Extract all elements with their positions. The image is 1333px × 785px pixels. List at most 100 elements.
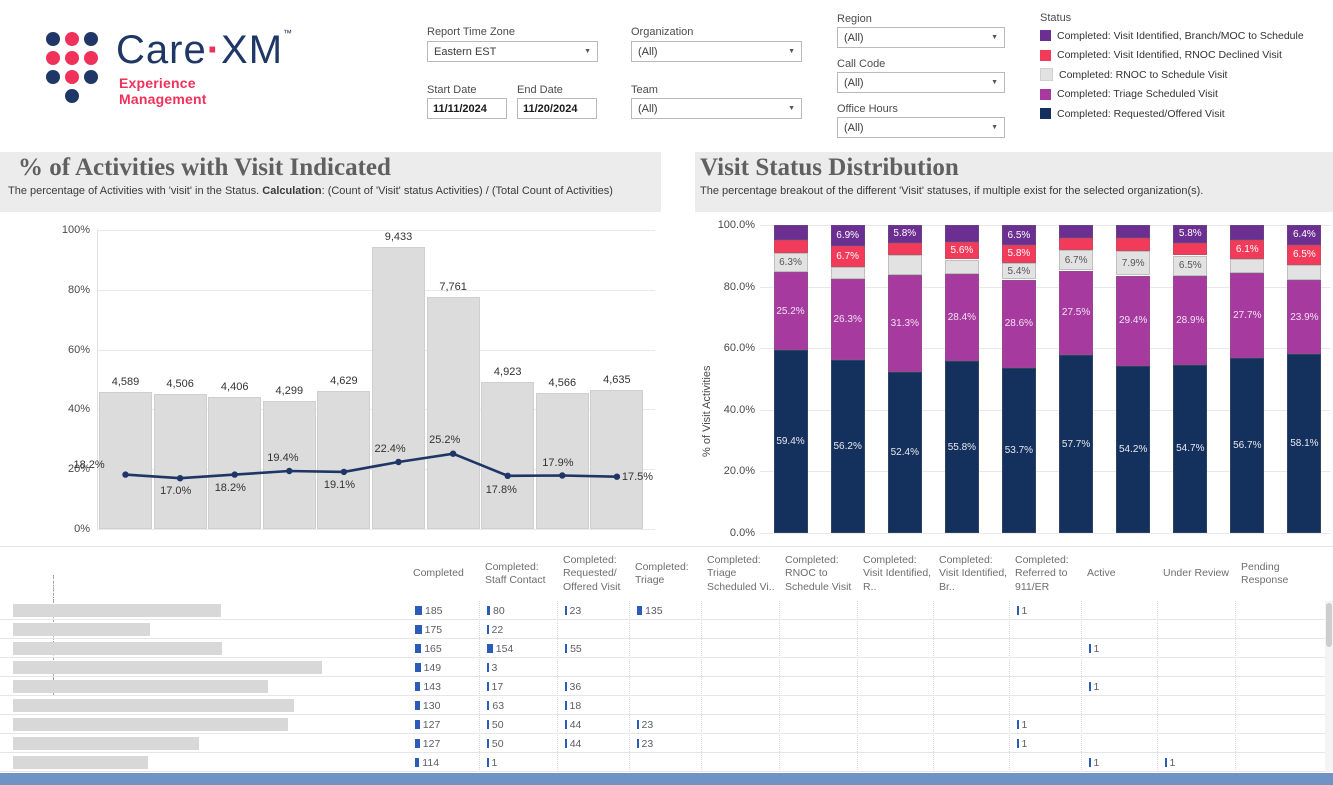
stack-segment[interactable] — [1059, 237, 1094, 250]
stack-segment[interactable] — [1173, 242, 1208, 256]
table-cell[interactable]: 1 — [1089, 755, 1099, 770]
table-cell[interactable]: 23 — [637, 717, 653, 732]
row-label-redacted[interactable] — [13, 699, 294, 712]
legend-item[interactable]: Completed: Visit Identified, Branch/MOC … — [1040, 28, 1304, 43]
table-row[interactable]: 175 22 — [0, 620, 1325, 639]
table-cell[interactable]: 44 — [565, 717, 581, 732]
office-hours-dropdown[interactable]: (All) ▼ — [837, 117, 1005, 138]
activity-count-bar[interactable] — [153, 394, 207, 529]
line-point[interactable] — [449, 450, 457, 457]
column-header[interactable]: Completed: Visit Identified, Br.. — [939, 554, 1008, 593]
table-cell[interactable]: 1 — [1017, 736, 1027, 751]
column-header[interactable]: Active — [1087, 567, 1116, 580]
legend-item[interactable]: Completed: Triage Scheduled Visit — [1040, 87, 1304, 102]
stack-segment[interactable]: 27.5% — [1059, 270, 1094, 356]
stack-segment[interactable] — [944, 259, 979, 274]
stack-segment[interactable] — [773, 225, 808, 241]
activity-count-bar[interactable] — [99, 391, 152, 529]
stack-segment[interactable] — [1116, 225, 1151, 238]
column-header[interactable]: Completed: Requested/ Offered Visit — [563, 554, 621, 593]
table-cell[interactable]: 1 — [1017, 603, 1027, 618]
stack-segment[interactable]: 5.8% — [887, 225, 922, 243]
line-point[interactable] — [613, 473, 621, 480]
row-label-redacted[interactable] — [13, 718, 288, 731]
stack-segment[interactable] — [1059, 225, 1094, 238]
table-row[interactable]: 127 50 44 23 1 — [0, 734, 1325, 753]
table-row[interactable]: 149 3 — [0, 658, 1325, 677]
table-cell[interactable]: 127 — [415, 717, 440, 732]
table-cell[interactable]: 80 — [487, 603, 505, 618]
stack-segment[interactable] — [1116, 237, 1151, 252]
row-label-redacted[interactable] — [13, 623, 150, 636]
activity-count-bar[interactable] — [262, 400, 316, 529]
stack-segment[interactable]: 28.4% — [944, 273, 979, 362]
table-cell[interactable]: 143 — [415, 679, 441, 694]
activity-count-bar[interactable] — [590, 390, 644, 529]
stack-segment[interactable]: 59.4% — [773, 350, 808, 533]
column-header[interactable]: Pending Response — [1241, 560, 1289, 586]
stack-segment[interactable] — [1230, 225, 1265, 241]
line-point[interactable] — [340, 468, 348, 476]
table-cell[interactable]: 50 — [487, 717, 504, 732]
table-cell[interactable]: 154 — [487, 641, 513, 656]
table-cell[interactable]: 50 — [487, 736, 504, 751]
stack-segment[interactable]: 29.4% — [1116, 275, 1151, 367]
line-point[interactable] — [559, 472, 566, 479]
table-cell[interactable]: 44 — [565, 736, 581, 751]
line-point[interactable] — [286, 467, 293, 475]
stack-segment[interactable]: 57.7% — [1059, 355, 1094, 533]
table-cell[interactable]: 55 — [565, 641, 582, 656]
column-header[interactable]: Completed: Triage — [635, 560, 689, 586]
stack-segment[interactable]: 28.9% — [1173, 275, 1208, 365]
line-point[interactable] — [122, 471, 129, 478]
table-cell[interactable]: 63 — [487, 698, 504, 713]
table-row[interactable]: 165 154 55 1 — [0, 639, 1325, 658]
stack-segment[interactable]: 6.4% — [1287, 225, 1322, 245]
stack-segment[interactable]: 28.6% — [1001, 279, 1036, 368]
stack-segment[interactable] — [944, 225, 979, 243]
table-cell[interactable]: 175 — [415, 622, 442, 637]
stack-segment[interactable]: 55.8% — [944, 361, 979, 533]
stack-segment[interactable]: 54.2% — [1116, 366, 1151, 533]
table-cell[interactable]: 185 — [415, 603, 443, 618]
column-header[interactable]: Completed: Visit Identified, R.. — [863, 554, 932, 593]
table-cell[interactable]: 1 — [1089, 679, 1099, 694]
region-dropdown[interactable]: (All) ▼ — [837, 27, 1005, 48]
table-row[interactable]: 185 80 23 135 1 — [0, 601, 1325, 620]
stack-segment[interactable] — [773, 240, 808, 253]
row-label-redacted[interactable] — [13, 737, 199, 750]
table-cell[interactable]: 149 — [415, 660, 441, 675]
stack-segment[interactable]: 23.9% — [1287, 280, 1322, 354]
table-cell[interactable]: 36 — [565, 679, 581, 694]
table-cell[interactable]: 3 — [487, 660, 497, 675]
table-cell[interactable]: 23 — [637, 736, 653, 751]
end-date-input[interactable]: 11/20/2024 — [517, 98, 597, 119]
report-time-zone-dropdown[interactable]: Eastern EST ▼ — [427, 41, 598, 62]
stack-segment[interactable]: 6.9% — [830, 225, 865, 247]
stack-segment[interactable]: 6.5% — [1001, 225, 1036, 245]
legend-item[interactable]: Completed: Requested/Offered Visit — [1040, 106, 1304, 121]
stack-segment[interactable]: 5.8% — [1173, 225, 1208, 243]
table-row[interactable]: 143 17 36 1 — [0, 677, 1325, 696]
column-header[interactable]: Completed: Staff Contact — [485, 560, 546, 586]
table-cell[interactable]: 127 — [415, 736, 440, 751]
line-point[interactable] — [176, 475, 184, 482]
table-cell[interactable]: 22 — [487, 622, 503, 637]
table-cell[interactable]: 165 — [415, 641, 442, 656]
table-cell[interactable]: 23 — [565, 603, 581, 618]
table-cell[interactable]: 130 — [415, 698, 440, 713]
stack-segment[interactable]: 53.7% — [1001, 367, 1036, 533]
stack-segment[interactable]: 6.5% — [1287, 244, 1322, 265]
table-cell[interactable]: 1 — [1165, 755, 1175, 770]
stack-segment[interactable]: 6.5% — [1173, 255, 1208, 276]
stack-segment[interactable]: 52.4% — [887, 371, 922, 533]
table-row[interactable]: 114 1 1 1 — [0, 753, 1325, 772]
column-header[interactable]: Completed: RNOC to Schedule Visit — [785, 554, 852, 593]
line-point[interactable] — [395, 458, 402, 466]
stack-segment[interactable]: 27.7% — [1230, 273, 1265, 359]
activity-count-bar[interactable] — [317, 390, 371, 529]
table-cell[interactable]: 1 — [1017, 717, 1027, 732]
table-cell[interactable]: 1 — [487, 755, 497, 770]
start-date-input[interactable]: 11/11/2024 — [427, 98, 507, 119]
table-cell[interactable]: 17 — [487, 679, 503, 694]
